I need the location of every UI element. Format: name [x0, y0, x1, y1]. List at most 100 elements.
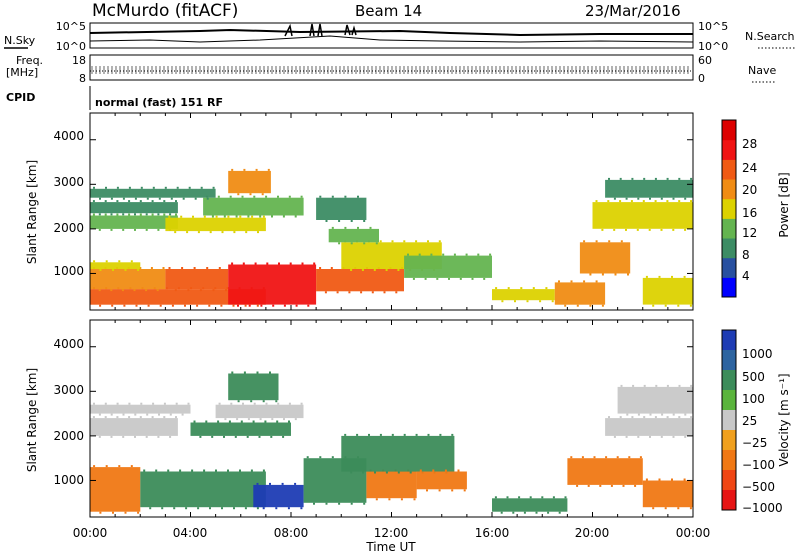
- power-speckle: [348, 291, 351, 294]
- power-speckle: [277, 195, 279, 198]
- power-speckle: [121, 289, 124, 292]
- power-speckle: [375, 242, 378, 245]
- power-speckle: [360, 291, 363, 294]
- x-axis-label: Time UT: [365, 540, 416, 554]
- power-colorbar-cell: [722, 120, 736, 141]
- velocity-speckle: [231, 371, 234, 374]
- velocity-colorbar-cell: [722, 370, 736, 391]
- velocity-speckle: [258, 435, 261, 438]
- power-speckle: [104, 200, 107, 203]
- power-speckle: [294, 215, 297, 218]
- power-speckle: [163, 200, 166, 203]
- velocity-region-2: [253, 484, 304, 508]
- velocity-speckle: [379, 433, 382, 436]
- power-speckle: [283, 304, 286, 307]
- power-speckle: [678, 177, 681, 180]
- velocity-speckle: [631, 416, 634, 419]
- velocity-speckle: [276, 420, 279, 423]
- power-speckle: [427, 240, 429, 243]
- power-speckle: [199, 289, 202, 292]
- velocity-colorbar-cells: [722, 330, 736, 511]
- power-speckle: [110, 289, 113, 292]
- velocity-speckle: [690, 416, 693, 419]
- velocity-region-5: [341, 435, 455, 472]
- velocity-speckle: [362, 471, 365, 474]
- power-cbar-tick-4: 4: [742, 269, 750, 283]
- velocity-speckle: [275, 507, 278, 510]
- power-speckle: [507, 287, 510, 290]
- velocity-speckle: [161, 507, 164, 510]
- velocity-colorbar-cell: [722, 410, 736, 431]
- power-speckle: [642, 200, 645, 203]
- velocity-speckle: [118, 465, 121, 468]
- velocity-speckle: [175, 402, 178, 405]
- power-speckle: [483, 277, 486, 280]
- power-speckle: [128, 186, 131, 189]
- power-speckle: [186, 231, 189, 234]
- power-speckle: [206, 197, 209, 200]
- power-speckle: [371, 291, 374, 294]
- velocity-speckle: [625, 435, 628, 438]
- power-region-2: [165, 269, 229, 290]
- velocity-speckle: [397, 471, 400, 474]
- power-speckle: [289, 262, 292, 265]
- power-colorbar-cell: [722, 179, 736, 200]
- power-speckle: [140, 186, 143, 189]
- xtick-12: 12:00: [374, 526, 409, 540]
- power-speckle: [112, 269, 114, 271]
- velocity-speckle: [570, 456, 573, 459]
- noise-panel-frame: [89, 22, 694, 49]
- vel-cbar-tick-500: 500: [742, 370, 765, 384]
- velocity-speckle: [158, 413, 160, 416]
- power-speckle: [249, 193, 252, 196]
- velocity-colorbar-cell: [722, 490, 736, 511]
- power-speckle: [227, 215, 230, 218]
- velocity-speckle: [664, 507, 667, 510]
- velocity-region-7: [90, 418, 178, 436]
- velocity-speckle: [451, 433, 454, 436]
- velocity-speckle: [253, 402, 256, 405]
- power-speckle: [613, 228, 616, 231]
- velocity-ytick-4000: 4000: [53, 337, 84, 351]
- velocity-speckle: [217, 420, 220, 423]
- velocity-speckle: [419, 469, 422, 472]
- power-speckle: [601, 273, 604, 276]
- velocity-speckle: [350, 471, 353, 474]
- power-speckle: [218, 267, 221, 269]
- power-speckle: [193, 267, 196, 269]
- velocity-speckle: [409, 471, 412, 474]
- power-cbar-tick-16: 16: [742, 206, 757, 220]
- power-speckle: [116, 186, 119, 189]
- power-speckle: [520, 287, 523, 290]
- power-speckle: [196, 304, 199, 307]
- power-speckle: [192, 215, 194, 218]
- power-speckle: [203, 215, 206, 218]
- velocity-speckle: [439, 433, 442, 436]
- power-speckle: [232, 304, 235, 307]
- power-speckle: [412, 277, 415, 280]
- velocity-speckle: [529, 496, 532, 499]
- velocity-colorbar-cell: [722, 430, 736, 451]
- velocity-speckle: [179, 469, 182, 472]
- velocity-speckle: [163, 402, 166, 405]
- velocity-speckle: [338, 502, 341, 505]
- power-speckle: [645, 275, 648, 278]
- power-data-regions: [90, 168, 694, 307]
- velocity-speckle: [110, 413, 113, 416]
- vel-cbar-tick-neg25: −25: [742, 436, 767, 450]
- power-cbar-tick-8: 8: [742, 248, 750, 262]
- velocity-speckle: [104, 416, 107, 419]
- velocity-speckle: [287, 507, 290, 510]
- velocity-speckle: [599, 484, 602, 487]
- noise-spikes: [284, 23, 357, 37]
- velocity-speckle: [157, 435, 160, 438]
- velocity-speckle: [684, 435, 687, 438]
- power-speckle: [407, 253, 409, 256]
- power-speckle: [595, 240, 598, 243]
- velocity-speckle: [632, 384, 635, 387]
- velocity-speckle: [649, 435, 651, 438]
- velocity-speckle: [368, 433, 370, 436]
- power-region-21: [642, 277, 694, 305]
- velocity-speckle: [122, 413, 125, 416]
- power-speckle: [139, 213, 142, 216]
